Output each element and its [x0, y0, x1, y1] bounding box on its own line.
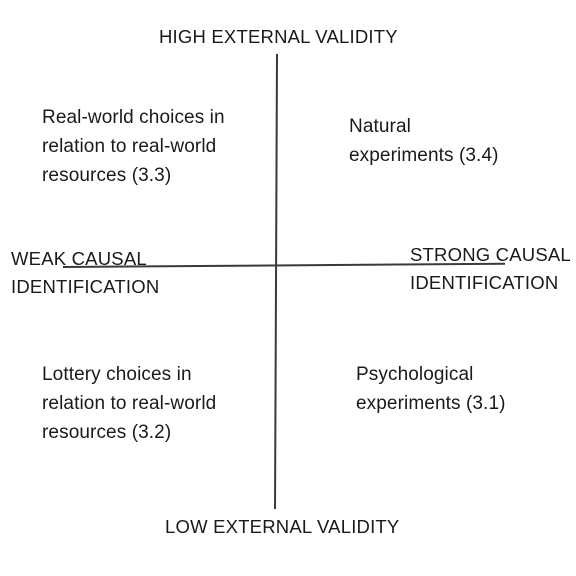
quadrant-text-line: Psychological [356, 364, 474, 385]
axis-label-high-external-validity: HIGH EXTERNAL VALIDITY [159, 26, 398, 47]
quadrant-lottery-choices: Lottery choices in relation to real-worl… [42, 360, 216, 447]
quadrant-text-line: Lottery choices in [42, 364, 192, 385]
quadrant-real-world-choices: Real-world choices in relation to real-w… [42, 103, 225, 190]
quadrant-text-line: experiments (3.1) [356, 393, 506, 414]
quadrant-text-line: experiments (3.4) [349, 145, 499, 166]
axis-label-low-external-validity: LOW EXTERNAL VALIDITY [165, 516, 400, 537]
quadrant-text-line: relation to real-world [42, 393, 217, 414]
quadrant-text-line: resources (3.3) [42, 165, 172, 186]
axis-label-line: STRONG CAUSAL [410, 244, 571, 265]
quadrant-text-line: Real-world choices in [42, 107, 225, 128]
axis-label-line: IDENTIFICATION [410, 272, 559, 293]
vertical-axis-line [274, 54, 278, 510]
axis-label-line: IDENTIFICATION [11, 276, 160, 297]
quadrant-psychological-experiments: Psychological experiments (3.1) [356, 360, 506, 418]
axis-label-weak-causal-identification: WEAK CAUSAL IDENTIFICATION [11, 245, 159, 301]
axis-label-line: WEAK CAUSAL [11, 248, 147, 269]
quadrant-natural-experiments: Natural experiments (3.4) [349, 112, 499, 170]
axis-label-strong-causal-identification: STRONG CAUSAL IDENTIFICATION [410, 241, 571, 297]
quadrant-text-line: Natural [349, 116, 411, 137]
quadrant-text-line: relation to real-world [42, 136, 217, 157]
quadrant-text-line: resources (3.2) [42, 422, 172, 443]
